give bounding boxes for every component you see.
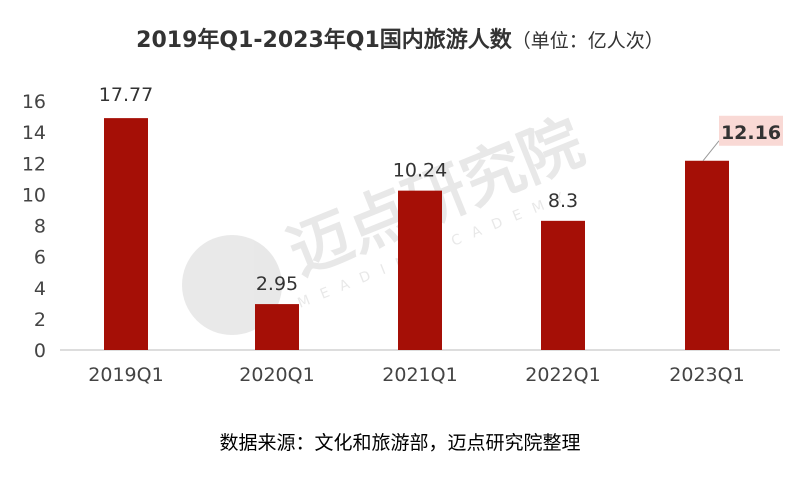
x-tick-label: 2023Q1 [669,364,744,386]
y-tick-label: 0 [34,340,46,362]
x-tick-label: 2019Q1 [88,364,163,386]
x-tick-label: 2020Q1 [239,364,314,386]
chart-title: 2019年Q1-2023年Q1国内旅游人数（单位：亿人次） [0,22,800,54]
y-tick-label: 14 [22,122,46,144]
watermark: 迈点研究院 MEADIN ACADEMY [182,105,593,335]
data-label: 2.95 [256,273,298,295]
bar [685,160,729,350]
y-tick-label: 2 [34,309,46,331]
bar [255,304,299,350]
y-tick-label: 6 [34,247,46,269]
data-label: 17.77 [99,84,153,106]
title-text: 2019年Q1-2023年Q1国内旅游人数 [136,28,512,53]
bar [398,190,442,350]
data-label: 12.16 [721,122,781,144]
x-tick-label: 2022Q1 [525,364,600,386]
x-tick-label: 2021Q1 [382,364,457,386]
highlight-label-box [719,115,783,146]
y-tick-label: 16 [22,91,46,113]
y-tick-label: 4 [34,278,46,300]
data-label: 8.3 [548,190,578,212]
label-leader-line [702,140,720,162]
title-unit: （单位：亿人次） [511,30,664,52]
data-label: 10.24 [393,160,447,182]
y-tick-label: 8 [34,216,46,238]
bar [104,118,148,351]
source-note: 数据来源：文化和旅游部，迈点研究院整理 [219,432,581,454]
bar [541,220,585,350]
y-tick-label: 12 [22,153,46,175]
y-tick-label: 10 [22,184,46,206]
